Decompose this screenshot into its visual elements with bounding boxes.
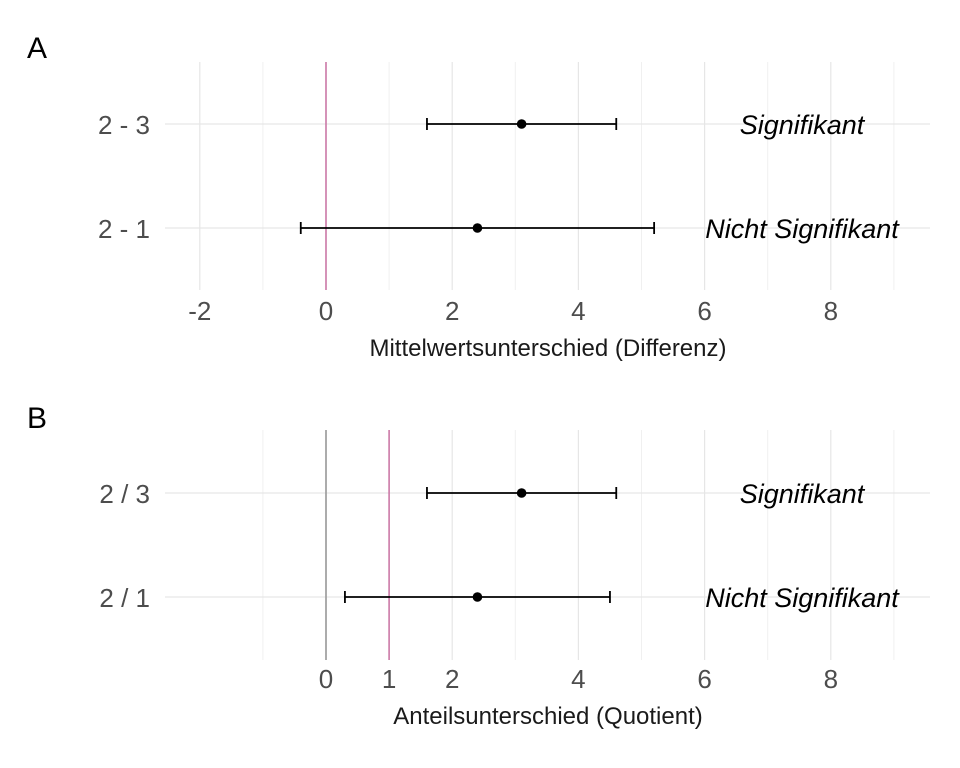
x-tick-label: 0 [319, 664, 333, 694]
x-tick-label: 6 [697, 664, 711, 694]
point-estimate [516, 119, 527, 129]
point-estimate [472, 223, 483, 233]
y-tick-label: 2 - 3 [98, 110, 150, 140]
panel-label: B [27, 402, 47, 435]
x-tick-label: 0 [319, 296, 333, 326]
x-tick-label: 8 [824, 664, 838, 694]
x-tick-label: 6 [697, 296, 711, 326]
y-tick-label: 2 - 1 [98, 214, 150, 244]
panel-label: A [27, 32, 47, 65]
point-estimate [472, 592, 483, 602]
significance-annotation: Nicht Signifikant [705, 214, 900, 244]
x-tick-label: 4 [571, 296, 585, 326]
significance-annotation: Signifikant [740, 110, 866, 140]
x-tick-label: 2 [445, 296, 459, 326]
x-tick-label: -2 [188, 296, 211, 326]
y-tick-label: 2 / 1 [99, 583, 150, 613]
x-tick-label: 1 [382, 664, 396, 694]
point-estimate [516, 488, 527, 498]
significance-annotation: Nicht Signifikant [705, 583, 900, 613]
y-tick-label: 2 / 3 [99, 479, 150, 509]
x-tick-label: 8 [824, 296, 838, 326]
x-tick-label: 4 [571, 664, 585, 694]
x-axis-title: Anteilsunterschied (Quotient) [393, 703, 703, 730]
x-tick-label: 2 [445, 664, 459, 694]
significance-annotation: Signifikant [740, 479, 866, 509]
x-axis-title: Mittelwertsunterschied (Differenz) [369, 335, 726, 362]
